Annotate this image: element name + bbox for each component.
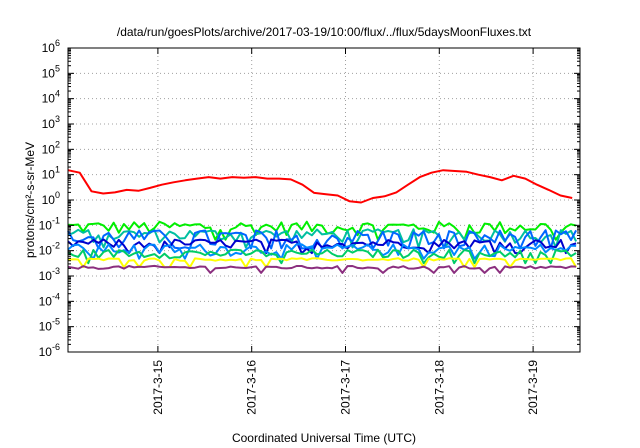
y-tick-label: 10-5 [39,317,60,334]
series-layer [67,169,577,274]
y-tick-label: 101 [42,165,60,182]
x-tick-label: 2017-3-19 [526,360,540,415]
y-tick-label: 10-3 [39,266,60,283]
x-tick-label: 2017-3-17 [338,360,352,415]
grid [68,48,580,352]
series-line-2 [67,220,577,241]
y-tick-label: 102 [42,139,60,156]
chart-title: /data/run/goesPlots/archive/2017-03-19/1… [117,25,532,39]
series-line-7 [67,248,577,265]
y-tick-label: 10-4 [39,291,60,308]
x-axis-label: Coordinated Universal Time (UTC) [232,431,416,445]
y-tick-label: 10-1 [39,215,60,232]
y-tick-label: 100 [42,190,60,207]
y-axis-label: protons/cm²-s-sr-MeV [23,142,37,258]
series-line-9 [67,264,577,274]
y-tick-label: 10-6 [39,342,60,359]
y-tick-label: 104 [42,89,60,106]
y-tick-label: 106 [42,38,60,55]
y-tick-label: 10-2 [39,241,60,258]
y-tick-label: 105 [42,63,60,80]
x-tick-label: 2017-3-16 [245,360,259,415]
x-axis: 2017-3-15 2017-3-16 2017-3-17 2017-3-18 2017… [151,48,540,415]
y-axis: 10-6 10-5 10-4 10-3 10-2 10-1 100 101 102 103 104 1… [39,38,580,359]
series-line-8 [67,257,577,269]
x-tick-label: 2017-3-15 [151,360,165,415]
series-line-1 [67,169,573,204]
x-tick-label: 2017-3-18 [432,360,446,415]
y-tick-label: 103 [42,114,60,131]
